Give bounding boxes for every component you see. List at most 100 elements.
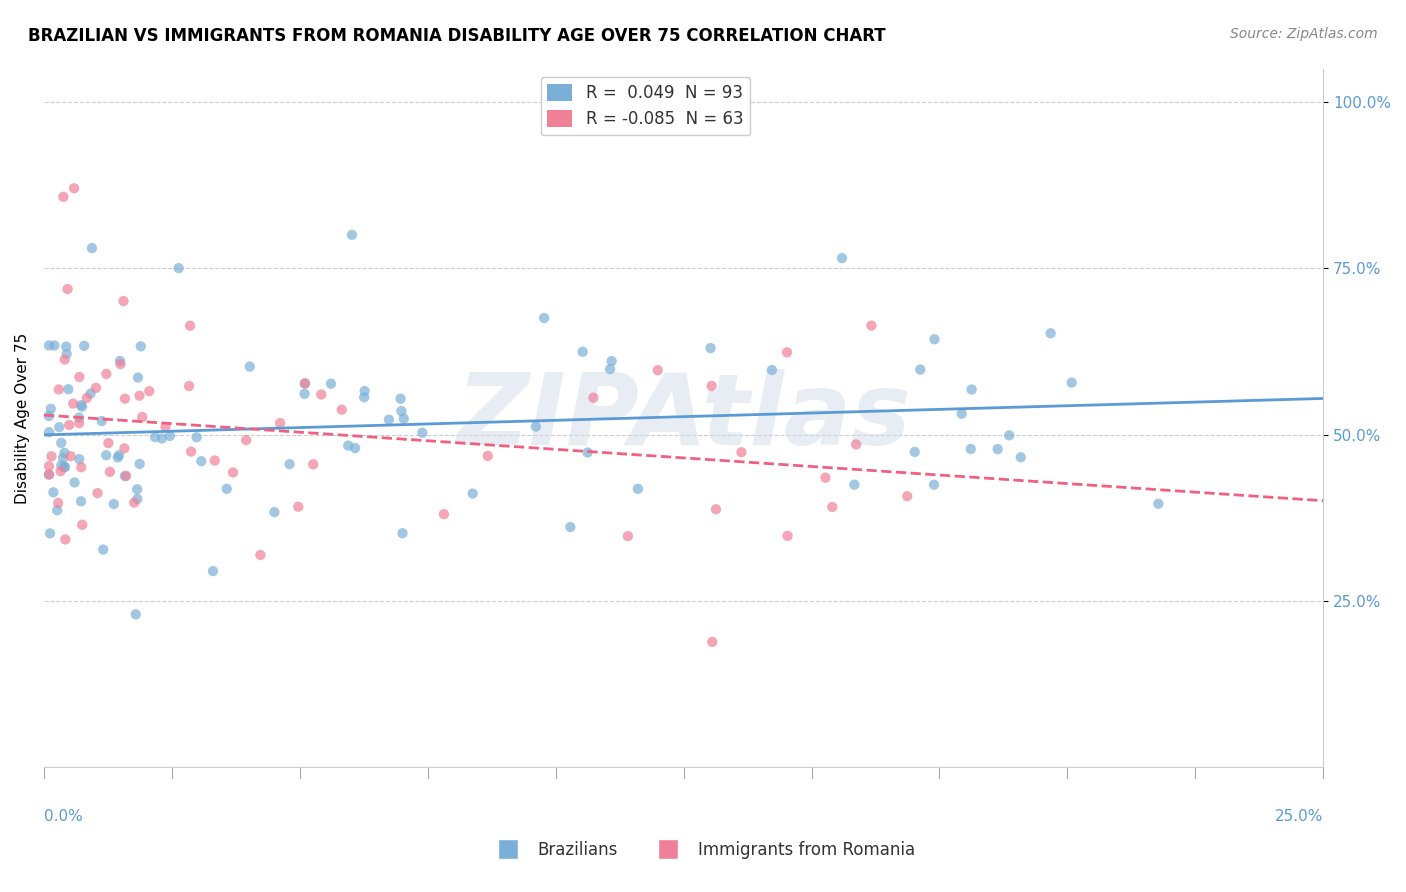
- Brazilians: [910, 362, 932, 376]
- Immigrants from Romania: [63, 181, 86, 195]
- Brazilians: [96, 448, 118, 462]
- Immigrants from Romania: [52, 190, 75, 204]
- Immigrants from Romania: [128, 389, 150, 403]
- Brazilians: [411, 425, 433, 440]
- Immigrants from Romania: [730, 445, 752, 459]
- Brazilians: [319, 376, 342, 391]
- Brazilians: [53, 446, 76, 460]
- Brazilians: [70, 398, 93, 412]
- Brazilians: [128, 457, 150, 471]
- Brazilians: [159, 429, 181, 443]
- Brazilians: [389, 392, 412, 406]
- Brazilians: [127, 483, 149, 497]
- Immigrants from Romania: [49, 464, 72, 478]
- Immigrants from Romania: [62, 396, 84, 410]
- Brazilians: [46, 503, 69, 517]
- Legend: Brazilians, Immigrants from Romania: Brazilians, Immigrants from Romania: [484, 835, 922, 866]
- Immigrants from Romania: [131, 410, 153, 425]
- Brazilians: [239, 359, 262, 374]
- Immigrants from Romania: [70, 460, 93, 475]
- Immigrants from Romania: [294, 376, 316, 391]
- Immigrants from Romania: [860, 318, 883, 333]
- Immigrants from Romania: [46, 496, 69, 510]
- Brazilians: [108, 448, 131, 462]
- Immigrants from Romania: [776, 345, 799, 359]
- Text: Source: ZipAtlas.com: Source: ZipAtlas.com: [1230, 27, 1378, 41]
- Immigrants from Romania: [330, 402, 353, 417]
- Brazilians: [524, 419, 547, 434]
- Brazilians: [389, 404, 412, 418]
- Brazilians: [107, 450, 129, 465]
- Immigrants from Romania: [59, 449, 82, 463]
- Brazilians: [58, 382, 80, 396]
- Brazilians: [392, 411, 415, 425]
- Immigrants from Romania: [155, 420, 177, 434]
- Brazilians: [533, 311, 555, 326]
- Brazilians: [1010, 450, 1032, 465]
- Immigrants from Romania: [704, 502, 727, 516]
- Immigrants from Romania: [70, 517, 93, 532]
- Brazilians: [560, 520, 582, 534]
- Brazilians: [39, 526, 62, 541]
- Brazilians: [263, 505, 285, 519]
- Brazilians: [353, 390, 375, 404]
- Immigrants from Romania: [582, 391, 605, 405]
- Brazilians: [461, 486, 484, 500]
- Immigrants from Romania: [776, 529, 799, 543]
- Brazilians: [959, 442, 981, 456]
- Immigrants from Romania: [249, 548, 271, 562]
- Brazilians: [190, 454, 212, 468]
- Immigrants from Romania: [114, 392, 136, 406]
- Brazilians: [67, 452, 90, 467]
- Brazilians: [38, 409, 60, 423]
- Brazilians: [127, 491, 149, 506]
- Immigrants from Romania: [204, 453, 226, 467]
- Brazilians: [90, 414, 112, 428]
- Brazilians: [143, 430, 166, 444]
- Immigrants from Romania: [97, 436, 120, 450]
- Immigrants from Romania: [700, 379, 723, 393]
- Brazilians: [127, 370, 149, 384]
- Brazilians: [600, 354, 623, 368]
- Brazilians: [627, 482, 650, 496]
- Immigrants from Romania: [179, 318, 201, 333]
- Text: ZIPAtlas: ZIPAtlas: [456, 369, 911, 467]
- Brazilians: [922, 477, 945, 491]
- Brazilians: [924, 332, 946, 346]
- Immigrants from Romania: [67, 370, 90, 384]
- Immigrants from Romania: [110, 357, 132, 371]
- Brazilians: [831, 251, 853, 265]
- Brazilians: [201, 564, 224, 578]
- Text: BRAZILIAN VS IMMIGRANTS FROM ROMANIA DISABILITY AGE OVER 75 CORRELATION CHART: BRAZILIAN VS IMMIGRANTS FROM ROMANIA DIS…: [28, 27, 886, 45]
- Text: 0.0%: 0.0%: [44, 809, 83, 824]
- Brazilians: [108, 354, 131, 368]
- Brazilians: [576, 445, 599, 459]
- Immigrants from Romania: [112, 293, 135, 308]
- Brazilians: [51, 435, 73, 450]
- Brazilians: [51, 458, 73, 473]
- Immigrants from Romania: [222, 466, 245, 480]
- Immigrants from Romania: [180, 444, 202, 458]
- Immigrants from Romania: [84, 381, 107, 395]
- Brazilians: [63, 475, 86, 490]
- Brazilians: [761, 363, 783, 377]
- Immigrants from Romania: [702, 635, 724, 649]
- Brazilians: [91, 542, 114, 557]
- Brazilians: [167, 261, 190, 276]
- Immigrants from Romania: [98, 465, 121, 479]
- Brazilians: [67, 410, 90, 425]
- Brazilians: [699, 341, 721, 355]
- Y-axis label: Disability Age Over 75: Disability Age Over 75: [15, 332, 30, 503]
- Brazilians: [599, 362, 621, 376]
- Brazilians: [42, 485, 65, 500]
- Immigrants from Romania: [821, 500, 844, 514]
- Immigrants from Romania: [96, 367, 118, 381]
- Immigrants from Romania: [477, 449, 499, 463]
- Brazilians: [114, 469, 136, 483]
- Immigrants from Romania: [287, 500, 309, 514]
- Immigrants from Romania: [845, 437, 868, 451]
- Brazilians: [844, 477, 866, 491]
- Brazilians: [1060, 376, 1083, 390]
- Immigrants from Romania: [76, 391, 98, 405]
- Brazilians: [125, 607, 148, 622]
